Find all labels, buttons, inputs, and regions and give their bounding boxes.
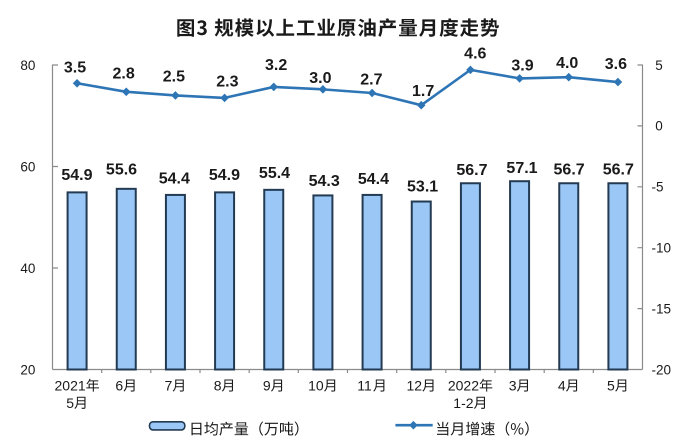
- svg-text:4.6: 4.6: [464, 46, 486, 63]
- svg-text:0: 0: [655, 119, 663, 134]
- svg-text:12: 12: [406, 378, 422, 394]
- svg-text:5: 5: [607, 378, 615, 394]
- svg-text:9: 9: [263, 378, 271, 394]
- svg-text:56.7: 56.7: [603, 161, 634, 178]
- svg-text:20: 20: [20, 362, 35, 377]
- svg-text:60: 60: [20, 159, 35, 174]
- svg-text:80: 80: [20, 58, 35, 73]
- svg-text:55.4: 55.4: [259, 165, 290, 182]
- svg-text:10: 10: [308, 378, 324, 394]
- svg-text:-5: -5: [652, 180, 664, 195]
- svg-text:54.4: 54.4: [358, 171, 389, 188]
- svg-text:5: 5: [66, 395, 74, 411]
- svg-text:3.6: 3.6: [605, 56, 627, 73]
- svg-text:53.1: 53.1: [407, 179, 438, 196]
- svg-text:2021: 2021: [55, 378, 86, 394]
- svg-text:3.2: 3.2: [265, 57, 287, 74]
- svg-text:2.5: 2.5: [163, 69, 185, 86]
- svg-text:1-2: 1-2: [453, 395, 473, 411]
- svg-text:11: 11: [357, 378, 372, 394]
- svg-text:2022: 2022: [448, 378, 479, 394]
- svg-text:-20: -20: [652, 362, 672, 377]
- svg-text:56.7: 56.7: [554, 161, 585, 178]
- svg-text:2.8: 2.8: [112, 66, 134, 83]
- svg-text:40: 40: [20, 261, 35, 276]
- svg-text:6: 6: [115, 378, 123, 394]
- svg-text:54.3: 54.3: [309, 173, 340, 190]
- svg-text:54.9: 54.9: [61, 167, 92, 184]
- svg-text:-10: -10: [652, 241, 672, 256]
- svg-text:4: 4: [558, 378, 566, 394]
- svg-text:2.7: 2.7: [360, 72, 382, 89]
- svg-text:57.1: 57.1: [506, 160, 537, 177]
- svg-text:3.9: 3.9: [511, 58, 533, 75]
- svg-text:5: 5: [655, 58, 663, 73]
- svg-text:-15: -15: [652, 301, 672, 316]
- svg-text:7: 7: [165, 378, 173, 394]
- svg-text:3.0: 3.0: [309, 70, 331, 87]
- svg-text:56.7: 56.7: [456, 162, 487, 179]
- svg-text:2.3: 2.3: [216, 73, 238, 90]
- svg-text:4.0: 4.0: [556, 55, 578, 72]
- svg-text:8: 8: [214, 378, 222, 394]
- svg-text:3.5: 3.5: [64, 59, 86, 76]
- svg-text:3: 3: [509, 378, 517, 394]
- svg-text:55.6: 55.6: [106, 162, 137, 179]
- svg-text:54.9: 54.9: [209, 167, 240, 184]
- svg-text:1.7: 1.7: [412, 83, 434, 100]
- svg-text:54.4: 54.4: [159, 171, 190, 188]
